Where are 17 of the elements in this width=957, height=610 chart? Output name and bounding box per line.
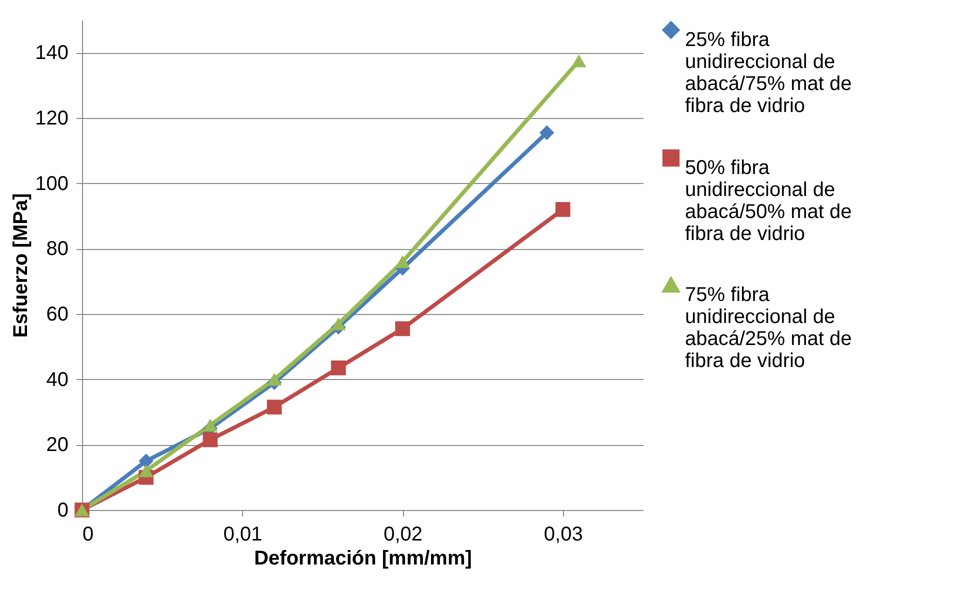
y-tick-label: 60 — [46, 304, 68, 326]
x-tick-label: 0 — [82, 524, 94, 546]
y-tick-label: 140 — [35, 42, 68, 64]
x-axis-title: Deformación [mm/mm] — [254, 548, 472, 570]
y-tick-label: 0 — [57, 500, 68, 522]
y-tick-label: 20 — [46, 434, 68, 456]
legend-label: 25% fibra unidireccional de abacá/75% mat de fibra de vidrio — [685, 29, 852, 117]
x-tick-label: 0,01 — [223, 524, 262, 546]
y-tick-label: 120 — [35, 108, 68, 130]
x-tick-label: 0,02 — [384, 524, 423, 546]
y-axis-title: Esfuerzo [MPa] — [10, 193, 32, 338]
legend-label: 75% fibra unidireccional de abacá/25% mat de fibra de vidrio — [685, 284, 852, 372]
y-tick-label: 80 — [46, 238, 68, 260]
y-tick-label: 40 — [46, 368, 68, 391]
x-tick-label: 0,03 — [544, 524, 583, 546]
legend-label: 50% fibra unidireccional de abacá/50% mat de fibra de vidrio — [685, 157, 852, 245]
y-tick-label: 100 — [35, 172, 68, 195]
